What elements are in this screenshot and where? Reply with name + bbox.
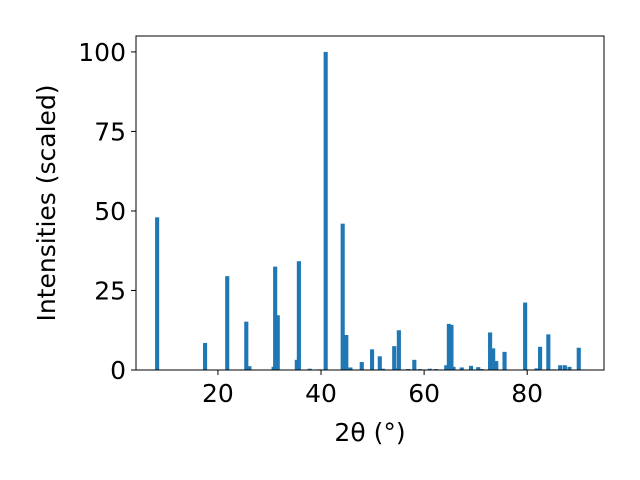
bar <box>412 359 417 370</box>
bar <box>203 342 208 370</box>
bar <box>275 315 280 370</box>
bar <box>344 335 349 370</box>
bar <box>370 349 375 370</box>
x-tick-label: 80 <box>511 379 543 408</box>
plot-frame <box>135 35 605 371</box>
bar <box>546 334 551 370</box>
bar <box>494 361 499 370</box>
bar <box>155 217 160 370</box>
bar <box>451 366 456 370</box>
x-axis-ticks: 20 40 60 80 <box>202 370 543 408</box>
bar <box>392 346 397 370</box>
y-axis-ticks: 0 25 50 75 100 <box>78 38 136 385</box>
bar <box>576 347 581 370</box>
bar <box>476 367 481 370</box>
bar <box>323 51 328 371</box>
bar <box>538 346 543 370</box>
bar <box>567 366 572 370</box>
bar <box>296 261 301 370</box>
bar <box>340 223 345 370</box>
x-tick-label: 40 <box>305 379 337 408</box>
bar <box>348 367 353 370</box>
bar <box>307 368 312 370</box>
y-axis-label: Intensities (scaled) <box>32 84 61 321</box>
bar-series <box>155 51 581 371</box>
bar <box>380 368 385 370</box>
bar <box>534 368 539 370</box>
y-tick-label: 50 <box>94 197 126 226</box>
bar <box>558 365 563 370</box>
x-tick-label: 20 <box>202 379 234 408</box>
bar <box>459 367 464 370</box>
bar <box>427 368 432 370</box>
bar <box>273 266 278 370</box>
bar <box>491 348 496 370</box>
y-tick-label: 100 <box>78 38 126 67</box>
bar <box>394 368 399 370</box>
bar <box>449 324 454 370</box>
bar <box>359 362 364 370</box>
bar <box>468 365 474 370</box>
y-tick-label: 25 <box>94 276 126 305</box>
bar <box>488 332 493 370</box>
bar <box>444 365 449 370</box>
x-tick-label: 60 <box>408 379 440 408</box>
bar <box>225 276 230 370</box>
x-axis-label: 2θ (°) <box>334 418 405 447</box>
bar <box>377 356 382 370</box>
y-tick-label: 75 <box>94 117 126 146</box>
bar <box>502 351 507 370</box>
bar <box>523 302 528 370</box>
bar <box>446 323 451 370</box>
bar <box>396 330 401 370</box>
bar <box>562 365 567 370</box>
bar <box>244 321 249 370</box>
y-tick-label: 0 <box>110 356 126 385</box>
bar <box>247 366 252 370</box>
